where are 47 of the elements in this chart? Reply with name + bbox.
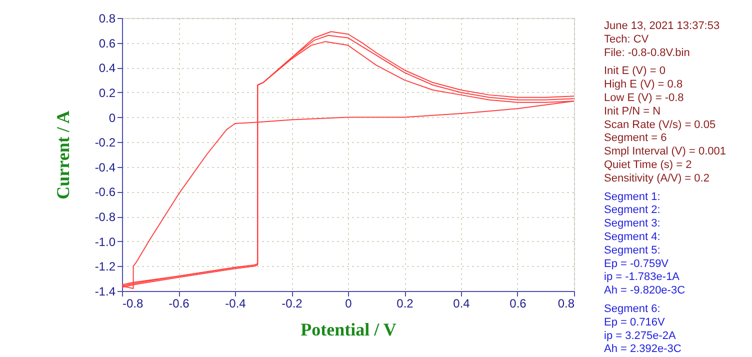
y-tick-label: 0.2 <box>98 86 116 100</box>
x-tick-label: 0.6 <box>510 296 527 310</box>
x-tick-label: 0.4 <box>453 296 470 310</box>
x-tick-label: -0.4 <box>225 296 246 310</box>
text: Segment = 6 <box>604 132 667 144</box>
text: Low E (V) = -0.8 <box>604 92 684 104</box>
x-tick-label: -0.8 <box>122 296 144 310</box>
text: Ep = 0.716V <box>604 316 666 328</box>
y-tick-label: -1.0 <box>94 234 116 249</box>
text: Segment 6: <box>604 303 660 315</box>
text: Ah = 2.392e-3C <box>604 343 682 356</box>
text: Segment 3: <box>604 218 660 230</box>
x-tick-label: 0.2 <box>396 296 414 310</box>
y-tick-label: -0.4 <box>94 160 116 174</box>
text: Segment 2: <box>604 204 660 216</box>
text: Init P/N = N <box>604 105 661 118</box>
text: Quiet Time (s) = 2 <box>604 159 692 171</box>
text: Segment 4: <box>604 231 660 243</box>
text: Smpl Interval (V) = 0.001 <box>604 146 726 158</box>
x-tick-label: 0.8 <box>558 296 575 310</box>
y-tick-label: -0.2 <box>94 136 116 150</box>
y-tick-label: -1.4 <box>94 284 116 298</box>
y-tick-label: -0.6 <box>94 185 116 200</box>
text: Segment 5: <box>604 244 660 256</box>
y-axis-title: Current / A <box>52 110 73 200</box>
x-tick-label: -0.6 <box>168 296 190 310</box>
text: Ep = -0.759V <box>604 258 670 270</box>
text: Ah = -9.820e-3C <box>604 284 686 297</box>
y-tick-label: -0.8 <box>94 210 116 224</box>
x-tick-label: 0 <box>345 296 352 310</box>
y-tick-label: 0 <box>108 110 116 125</box>
x-axis-title: Potential / V <box>300 320 396 340</box>
y-tick-label: -1.2 <box>94 260 116 274</box>
text: ip = 3.275e-2A <box>604 330 677 342</box>
text: June 13, 2021 13:37:53 <box>604 20 720 32</box>
text: Sensitivity (A/V) = 0.2 <box>604 172 710 184</box>
text: ip = -1.783e-1A <box>604 271 680 284</box>
text: Tech: CV <box>604 33 650 46</box>
text: Scan Rate (V/s) = 0.05 <box>604 118 716 131</box>
text: Segment 1: <box>604 190 660 203</box>
y-tick-label: 0.4 <box>98 61 116 76</box>
x-tick-label: -0.2 <box>282 296 303 310</box>
text: File: -0.8-0.8V.bin <box>604 46 690 59</box>
y-tick-label: 0.8 <box>98 12 116 26</box>
text: Init E (V) = 0 <box>604 65 666 78</box>
text: High E (V) = 0.8 <box>604 78 683 91</box>
y-tick-label: 0.6 <box>98 36 116 50</box>
